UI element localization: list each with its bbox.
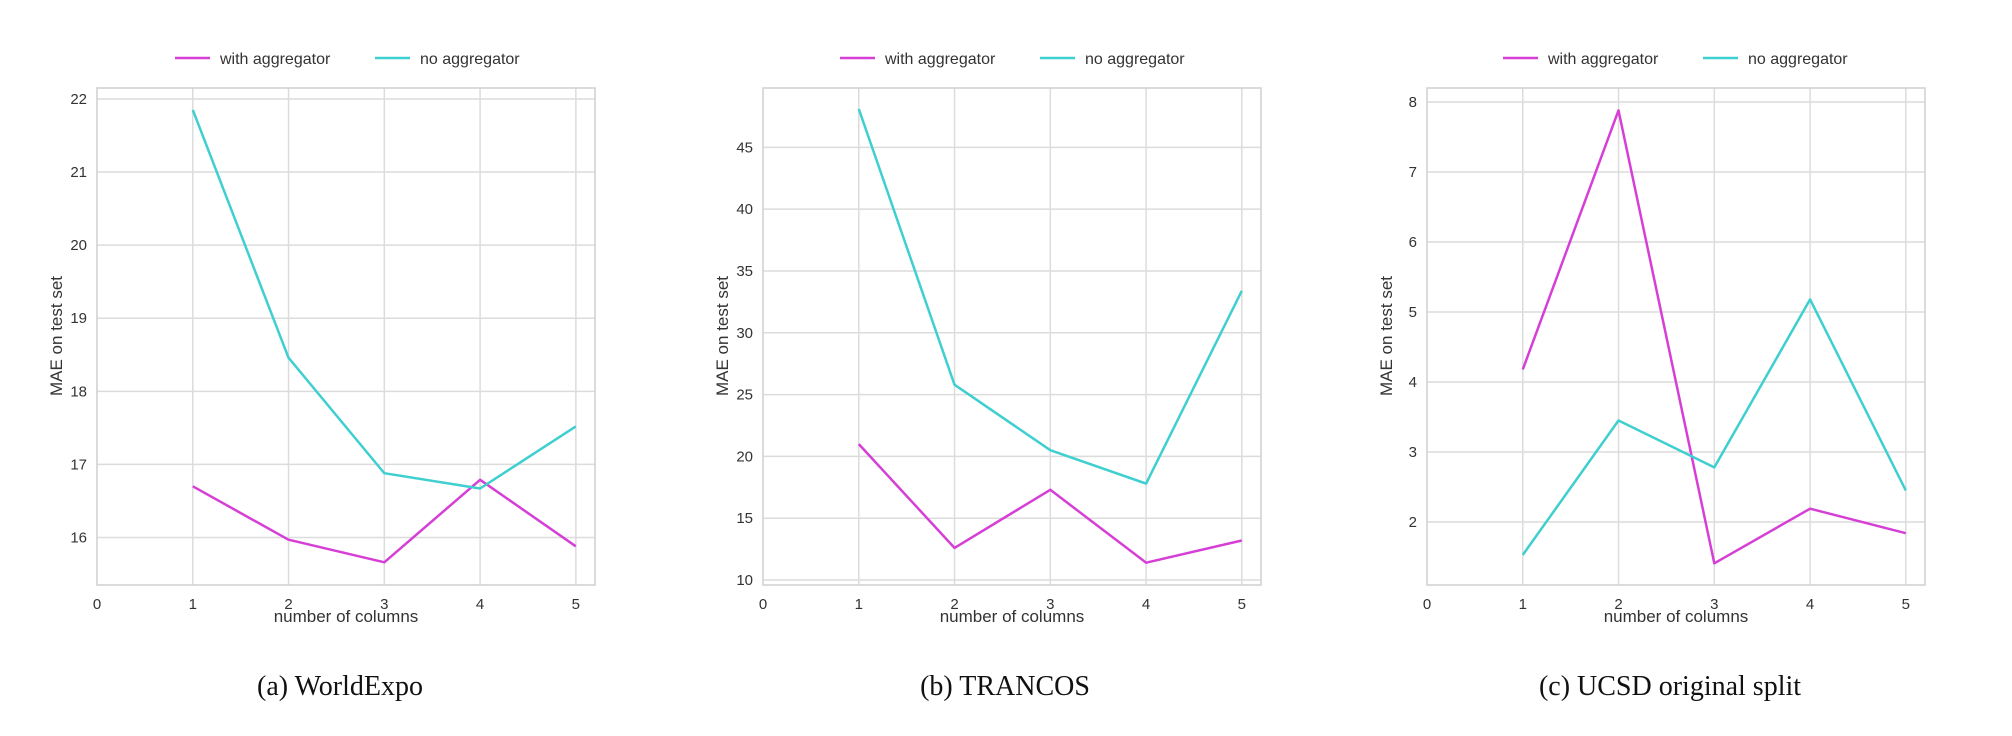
plot-frame — [762, 87, 1262, 586]
x-tick-label: 5 — [1238, 596, 1246, 613]
plot-frame — [96, 87, 596, 586]
legend-label-with-aggregator: with aggregator — [884, 51, 996, 68]
series-line-with-aggregator — [192, 478, 577, 564]
y-axis-label: MAE on test set — [1377, 276, 1396, 396]
x-tick-label: 5 — [572, 596, 580, 613]
x-tick-label: 4 — [1806, 596, 1814, 613]
x-tick-label: 0 — [93, 596, 101, 613]
y-tick-label: 10 — [736, 572, 753, 589]
x-tick-label: 2 — [1614, 596, 1622, 613]
panel-caption: (c) UCSD original split — [1539, 671, 1801, 702]
panel-caption: (a) WorldExpo — [257, 671, 423, 702]
y-tick-label: 21 — [70, 164, 87, 181]
x-tick-label: 1 — [189, 596, 197, 613]
x-tick-label: 3 — [1046, 596, 1054, 613]
y-tick-label: 18 — [70, 383, 87, 400]
y-tick-label: 40 — [736, 201, 753, 218]
y-tick-label: 20 — [70, 237, 87, 254]
y-tick-label: 5 — [1409, 304, 1417, 321]
y-tick-label: 3 — [1409, 444, 1417, 461]
series-line-no-aggregator — [857, 108, 1243, 485]
y-tick-label: 16 — [70, 529, 87, 546]
y-tick-label: 2 — [1409, 514, 1417, 531]
y-tick-label: 4 — [1409, 374, 1417, 391]
chart-panel-ucsd: with aggregator no aggregator 0 1 2 3 4 5 2 3 4 5… — [1377, 51, 1926, 702]
legend: with aggregator no aggregator — [840, 51, 1185, 68]
y-tick-label: 19 — [70, 310, 87, 327]
y-axis-label: MAE on test set — [47, 276, 66, 396]
x-axis-label: number of columns — [274, 607, 419, 626]
x-tick-label: 3 — [1710, 596, 1718, 613]
series-line-no-aggregator — [191, 109, 577, 490]
x-tick-label: 4 — [1142, 596, 1150, 613]
y-tick-label: 22 — [70, 91, 87, 108]
x-tick-label: 5 — [1902, 596, 1910, 613]
series-line-with-aggregator — [857, 443, 1243, 564]
chart-panel-trancos: with aggregator no aggregator 0 1 2 3 4 51015… — [713, 51, 1262, 702]
legend-label-no-aggregator: no aggregator — [1085, 51, 1185, 68]
x-tick-label: 1 — [1519, 596, 1527, 613]
panel-caption: (b) TRANCOS — [920, 671, 1090, 702]
y-tick-label: 17 — [70, 456, 87, 473]
y-tick-label: 7 — [1409, 164, 1417, 181]
y-tick-label: 6 — [1409, 234, 1417, 251]
plot-frame — [1426, 87, 1926, 586]
legend-label-with-aggregator: with aggregator — [219, 51, 331, 68]
series-line-with-aggregator — [1521, 109, 1907, 565]
y-axis-label: MAE on test set — [713, 276, 732, 396]
legend-label-no-aggregator: no aggregator — [420, 51, 520, 68]
x-axis-label: number of columns — [940, 607, 1085, 626]
legend: with aggregator no aggregator — [1503, 51, 1848, 68]
y-tick-label: 15 — [736, 510, 753, 527]
x-axis-label: number of columns — [1604, 607, 1749, 626]
y-tick-label: 8 — [1409, 94, 1417, 111]
x-tick-label: 0 — [759, 596, 767, 613]
x-tick-label: 3 — [380, 596, 388, 613]
x-tick-label: 0 — [1423, 596, 1431, 613]
x-tick-label: 4 — [476, 596, 484, 613]
chart-panel-worldexpo: with aggregator no aggregator 0 1 2 3 4 5 16 17… — [47, 51, 596, 702]
y-tick-label: 35 — [736, 263, 753, 280]
y-tick-label: 30 — [736, 325, 753, 342]
y-tick-label: 25 — [736, 387, 753, 404]
x-tick-label: 1 — [855, 596, 863, 613]
y-tick-label: 20 — [736, 448, 753, 465]
legend: with aggregator no aggregator — [175, 51, 520, 68]
series-line-no-aggregator — [1521, 298, 1907, 556]
y-tick-label: 45 — [736, 139, 753, 156]
legend-label-with-aggregator: with aggregator — [1547, 51, 1659, 68]
x-tick-label: 2 — [950, 596, 958, 613]
legend-label-no-aggregator: no aggregator — [1748, 51, 1848, 68]
x-tick-label: 2 — [284, 596, 292, 613]
